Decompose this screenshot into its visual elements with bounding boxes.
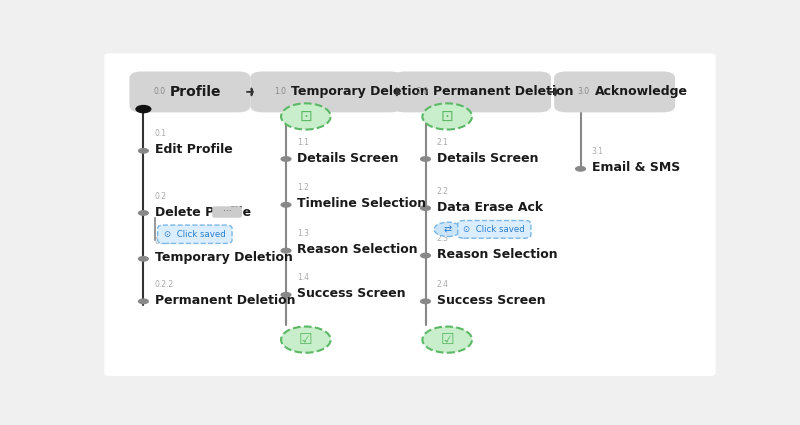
Text: ⊙  Click saved: ⊙ Click saved: [463, 225, 525, 234]
Text: 0.1: 0.1: [154, 129, 166, 139]
Circle shape: [420, 298, 431, 304]
Text: ⊡: ⊡: [441, 109, 454, 124]
Text: 0.0: 0.0: [153, 87, 165, 96]
Circle shape: [281, 202, 291, 208]
FancyBboxPatch shape: [250, 71, 402, 112]
Text: 1.4: 1.4: [297, 273, 309, 282]
Circle shape: [138, 298, 149, 304]
Circle shape: [281, 248, 291, 254]
Text: 3.1: 3.1: [592, 147, 604, 156]
Text: Details Screen: Details Screen: [437, 151, 538, 164]
Text: ☑: ☑: [440, 332, 454, 347]
FancyBboxPatch shape: [393, 71, 551, 112]
FancyBboxPatch shape: [212, 206, 242, 218]
Circle shape: [138, 148, 149, 154]
Text: 2.2: 2.2: [437, 187, 449, 196]
FancyBboxPatch shape: [458, 221, 531, 238]
Text: 2.0: 2.0: [417, 87, 429, 96]
Text: Acknowledge: Acknowledge: [594, 85, 687, 99]
Circle shape: [281, 156, 291, 162]
Circle shape: [420, 252, 431, 258]
Text: Details Screen: Details Screen: [297, 151, 398, 164]
FancyBboxPatch shape: [158, 225, 232, 244]
Text: 0.2: 0.2: [154, 192, 166, 201]
Circle shape: [422, 326, 472, 353]
Text: ☑: ☑: [299, 332, 313, 347]
Text: Timeline Selection: Timeline Selection: [297, 197, 426, 210]
Circle shape: [281, 326, 330, 353]
Text: 0.2.2: 0.2.2: [154, 280, 174, 289]
Circle shape: [420, 205, 431, 211]
Text: Reason Selection: Reason Selection: [437, 248, 558, 261]
Text: Delete Profile: Delete Profile: [154, 206, 250, 218]
Text: 2.1: 2.1: [437, 138, 449, 147]
Text: Edit Profile: Edit Profile: [154, 143, 232, 156]
Circle shape: [138, 256, 149, 262]
Text: Data Erase Ack: Data Erase Ack: [437, 201, 542, 214]
Circle shape: [138, 210, 149, 216]
Text: 3.0: 3.0: [578, 87, 590, 96]
Text: 1.3: 1.3: [297, 229, 309, 238]
Text: ···: ···: [222, 207, 231, 216]
Text: 2.3: 2.3: [437, 234, 449, 243]
Circle shape: [575, 166, 586, 172]
Circle shape: [281, 292, 291, 298]
Text: ⇄: ⇄: [444, 224, 452, 234]
FancyBboxPatch shape: [130, 71, 250, 112]
Text: 2.4: 2.4: [437, 280, 449, 289]
Text: Success Screen: Success Screen: [437, 294, 546, 307]
Text: Email & SMS: Email & SMS: [592, 162, 680, 174]
Text: Permanent Deletion: Permanent Deletion: [434, 85, 574, 99]
Text: 0.2.1: 0.2.1: [154, 238, 174, 246]
FancyBboxPatch shape: [104, 53, 716, 376]
FancyBboxPatch shape: [554, 71, 675, 112]
Text: 1.1: 1.1: [297, 138, 309, 147]
Circle shape: [434, 222, 462, 237]
Circle shape: [135, 105, 151, 113]
Text: Success Screen: Success Screen: [297, 287, 406, 300]
Circle shape: [422, 103, 472, 130]
Text: Reason Selection: Reason Selection: [297, 243, 418, 256]
Text: ⊙  Click saved: ⊙ Click saved: [164, 230, 226, 239]
Text: Temporary Deletion: Temporary Deletion: [290, 85, 429, 99]
Text: ⊡: ⊡: [299, 109, 312, 124]
Text: Temporary Deletion: Temporary Deletion: [154, 251, 293, 264]
Text: Permanent Deletion: Permanent Deletion: [154, 294, 295, 307]
Text: Profile: Profile: [170, 85, 222, 99]
Circle shape: [420, 156, 431, 162]
Circle shape: [281, 103, 330, 130]
Text: 1.2: 1.2: [297, 183, 309, 193]
Text: 1.0: 1.0: [274, 87, 286, 96]
